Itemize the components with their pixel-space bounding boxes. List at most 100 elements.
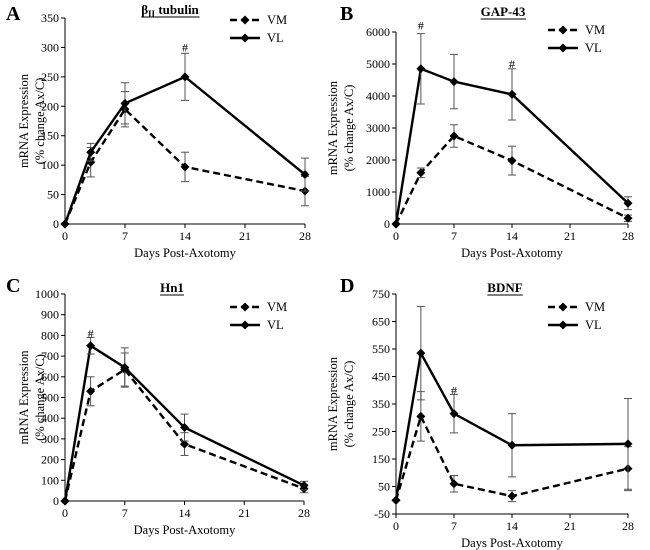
significance-mark: # (88, 326, 94, 340)
x-tick-label: 14 (506, 229, 518, 243)
x-tick-label: 0 (62, 229, 68, 243)
data-point-vl (449, 409, 459, 419)
legend-marker (558, 302, 568, 312)
y-tick-label: 750 (372, 287, 390, 301)
y-axis-title: mRNA Expression (17, 73, 31, 168)
y-tick-label: 200 (41, 453, 59, 467)
x-axis-title: Days Post-Axotomy (134, 523, 236, 537)
x-tick-label: 7 (451, 519, 457, 533)
y-tick-label: 650 (372, 315, 390, 329)
y-axis-title: mRNA Expression (326, 80, 340, 175)
y-axis-subtitle: (% change Ax/C) (342, 85, 356, 172)
series-line-vm (63, 367, 305, 502)
y-tick-label: 450 (372, 370, 390, 384)
data-point-vl (86, 147, 96, 157)
y-axis-subtitle: (% change Ax/C) (33, 354, 47, 441)
x-tick-label: 14 (506, 519, 518, 533)
x-tick-label: 7 (122, 506, 128, 520)
title-rest: tubulin (155, 2, 199, 17)
title-main: GAP-43 (481, 4, 526, 19)
title-main: BDNF (487, 280, 522, 295)
y-axis-subtitle: (% change Ax/C) (342, 361, 356, 448)
data-point-vl (507, 440, 517, 450)
y-tick-label: 1000 (366, 185, 390, 199)
y-tick-label: 250 (41, 70, 59, 84)
y-axis-title: mRNA Expression (17, 350, 31, 445)
panel-b: B GAP-43 0 1000 2000 3000 4000 5000 6000 0 7 14 21 28… (326, 3, 634, 260)
y-tick-label: 300 (41, 40, 59, 54)
data-point-vm (180, 439, 189, 449)
panel-letter: B (340, 3, 353, 25)
panel-letter: A (6, 3, 21, 25)
significance-mark: # (418, 19, 424, 33)
y-tick-label: 800 (41, 328, 59, 342)
panel-d: D BDNF -50 50 150 250 350 450 550 650 750 0 7 14 21 28 D… (326, 275, 634, 550)
x-tick-label: 21 (564, 519, 576, 533)
data-point-vm (507, 156, 517, 166)
legend-label: VM (267, 13, 287, 27)
x-tick-label: 7 (451, 229, 457, 243)
y-tick-label: 6000 (366, 25, 390, 39)
legend-label: VL (585, 318, 602, 332)
significance-mark: # (182, 40, 188, 54)
legend-label: VL (267, 31, 284, 45)
data-point-vl (299, 480, 309, 490)
panel-letter: C (6, 275, 20, 297)
y-tick-label: 900 (41, 308, 59, 322)
series-line-vm (63, 107, 306, 225)
y-tick-label: 150 (372, 452, 390, 466)
data-point-vm (449, 479, 459, 489)
data-point-vm (180, 162, 190, 172)
y-tick-label: 150 (41, 129, 59, 143)
title-subscript: II (148, 9, 156, 19)
legend-marker (558, 320, 568, 330)
x-tick-label: 7 (122, 229, 128, 243)
data-point-vl (416, 64, 426, 74)
y-tick-label: 100 (41, 473, 59, 487)
data-point-vl (120, 362, 130, 372)
y-axis-subtitle: (% change Ax/C) (33, 78, 47, 165)
y-tick-label: 1000 (35, 287, 59, 301)
x-tick-label: 21 (564, 229, 576, 243)
data-point-vm (449, 131, 459, 141)
significance-mark: # (451, 383, 457, 397)
y-tick-label: 700 (41, 349, 59, 363)
data-point-vl (391, 495, 401, 505)
legend-marker (240, 33, 250, 43)
x-tick-label: 21 (239, 229, 251, 243)
x-tick-label: 14 (179, 229, 191, 243)
x-tick-label: 28 (298, 506, 310, 520)
panel-title: BDNF (487, 280, 522, 295)
legend-marker (240, 302, 250, 312)
y-tick-label: -50 (374, 507, 390, 521)
y-tick-label: 600 (41, 370, 59, 384)
legend-marker (558, 25, 568, 35)
y-tick-label: 0 (53, 494, 59, 508)
series-vl (391, 305, 633, 505)
x-tick-label: 0 (393, 229, 399, 243)
y-tick-label: 300 (41, 432, 59, 446)
x-tick-label: 14 (179, 506, 191, 520)
y-tick-label: 350 (41, 11, 59, 25)
y-tick-label: 50 (47, 188, 59, 202)
y-tick-label: 550 (372, 342, 390, 356)
title-main: β (141, 2, 148, 17)
x-axis-title: Days Post-Axotomy (134, 246, 236, 260)
legend-label: VM (267, 300, 287, 314)
title-main: Hn1 (160, 280, 184, 295)
panel-c: C Hn1 0 100 200 300 400 500 600 700 800 900 1000 0 7 14… (6, 275, 310, 537)
data-point-vl (416, 348, 426, 358)
panel-title: Hn1 (160, 280, 184, 295)
legend-marker (558, 43, 568, 53)
data-point-vm (416, 168, 426, 178)
legend-label: VL (585, 41, 602, 55)
y-axis-title: mRNA Expression (326, 356, 340, 451)
y-tick-label: 400 (41, 411, 59, 425)
data-point-vl (449, 77, 459, 87)
x-tick-label: 0 (62, 506, 68, 520)
data-point-vl (120, 98, 130, 108)
data-point-vm (507, 491, 517, 501)
